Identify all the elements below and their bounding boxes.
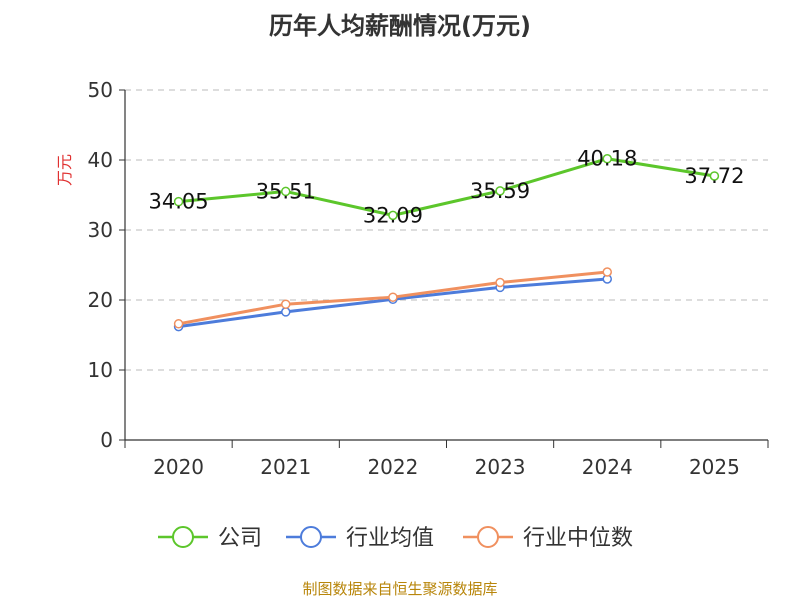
data-point [173,319,184,329]
x-tick-label: 2021 [260,455,311,479]
y-axis-label: 万元 [55,154,74,186]
data-label: 32.09 [363,203,423,227]
y-tick-label: 50 [88,78,113,102]
data-label: 35.51 [256,179,316,203]
data-label: 40.18 [577,147,637,171]
y-tick-label: 40 [88,148,113,172]
data-point [281,299,291,309]
legend: 公司 行业均值 行业中位数 [158,526,633,551]
data-label: 37.72 [684,164,744,188]
y-tick-label: 20 [88,288,113,312]
series-line-0 [178,157,715,217]
y-tick-label: 30 [88,218,113,242]
legend-item-1: 行业均值 [286,526,434,551]
x-tick-label: 2023 [475,455,526,479]
data-point [602,267,612,277]
y-tick-label: 10 [88,358,113,382]
series-points [173,153,720,332]
data-point [709,171,720,181]
source-note: 制图数据来自恒生聚源数据库 [302,580,498,598]
data-point [281,186,291,197]
data-labels: 34.05 35.51 32.09 35.59 40.18 37.72 [149,147,745,228]
data-point [495,186,505,196]
legend-marker [172,526,194,548]
x-tick-label: 2025 [689,455,740,479]
legend-marker [300,526,322,548]
legend-label: 行业中位数 [523,526,633,551]
tick-labels: 0 10 20 30 40 50 2020 2021 2022 2023 2024 2025 万元 [55,78,740,479]
data-label: 34.05 [149,190,209,214]
data-point [495,277,505,288]
x-tick-label: 2022 [367,455,418,479]
data-label: 35.59 [470,179,530,203]
data-point [173,196,184,207]
legend-label: 行业均值 [346,526,434,551]
legend-item-0: 公司 [158,526,262,551]
data-point [281,307,291,317]
legend-item-2: 行业中位数 [463,526,633,551]
legend-label: 公司 [218,526,262,551]
x-tick-label: 2020 [153,455,204,479]
data-point [602,153,612,164]
axes [119,89,769,448]
x-tick-label: 2024 [582,455,633,479]
data-point [388,210,398,221]
data-point [388,292,398,302]
legend-marker [477,526,499,548]
y-tick-label: 0 [100,428,113,452]
chart-title: 历年人均薪酬情况(万元) [269,12,531,40]
grid-lines [125,89,768,371]
